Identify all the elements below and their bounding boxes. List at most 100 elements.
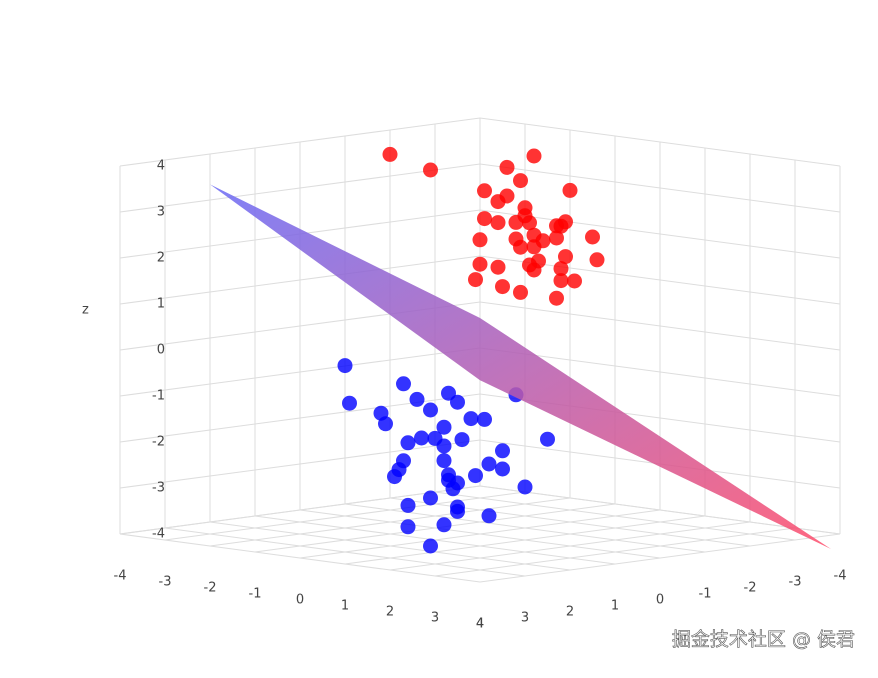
y-tick-label: 2 <box>566 605 574 620</box>
data-point <box>549 290 564 306</box>
x-tick-label: 4 <box>476 617 484 632</box>
data-point <box>481 456 497 472</box>
data-point <box>441 467 456 483</box>
y-tick-label: 4 <box>476 617 484 632</box>
data-point <box>423 490 438 506</box>
x-tick-label: -4 <box>114 569 127 584</box>
grid-line <box>209 521 571 571</box>
data-point <box>342 395 357 411</box>
y-tick-label: 0 <box>656 593 664 608</box>
data-point <box>490 259 506 275</box>
data-point <box>468 468 483 484</box>
grid-line <box>164 527 526 577</box>
data-point <box>423 402 438 418</box>
x-tick-label: -2 <box>204 581 217 596</box>
data-point <box>382 146 398 162</box>
data-point <box>526 239 542 255</box>
grid-line <box>119 209 841 259</box>
grid-line <box>119 117 841 167</box>
data-point <box>549 230 564 246</box>
y-tick-label: 3 <box>521 611 529 626</box>
grid-line <box>119 533 481 583</box>
data-point <box>589 252 605 268</box>
data-point <box>423 162 438 178</box>
data-point <box>553 261 569 277</box>
data-point <box>562 182 578 198</box>
data-point <box>387 469 402 485</box>
data-point <box>400 435 416 451</box>
z-tick-label: -4 <box>152 527 165 542</box>
data-point <box>436 517 452 533</box>
data-point <box>409 391 425 407</box>
data-point <box>436 453 452 469</box>
grid-line <box>119 255 841 305</box>
data-point <box>472 256 488 272</box>
z-tick-label: 4 <box>157 159 165 174</box>
z-tick-label: -3 <box>152 481 165 496</box>
data-point <box>495 461 510 477</box>
data-point <box>463 411 479 427</box>
y-tick-label: -1 <box>699 587 712 602</box>
data-point <box>526 227 542 243</box>
grid-line <box>119 485 841 535</box>
y-tick-label: -4 <box>834 569 847 584</box>
data-point <box>472 232 488 248</box>
data-point <box>373 405 389 421</box>
data-point <box>558 249 573 265</box>
x-tick-label: -1 <box>249 587 262 602</box>
z-tick-label: -2 <box>152 435 165 450</box>
data-point <box>436 438 452 454</box>
data-point <box>553 273 569 289</box>
data-point <box>508 231 524 247</box>
data-point <box>522 215 537 231</box>
grid-line <box>119 163 841 213</box>
grid-line <box>119 393 841 443</box>
data-point <box>441 385 456 401</box>
z-tick-label: 3 <box>157 205 165 220</box>
data-point <box>468 272 483 288</box>
data-point <box>450 503 465 519</box>
surface <box>210 184 831 549</box>
data-point <box>423 538 438 554</box>
y-tick-label: 1 <box>611 599 619 614</box>
data-point <box>495 443 510 459</box>
grid-line <box>299 509 661 559</box>
data-point <box>445 481 461 497</box>
data-point <box>477 411 492 427</box>
z-tick-label: -1 <box>152 389 165 404</box>
x-tick-label: -3 <box>159 575 172 590</box>
z-tick-label: 0 <box>157 343 165 358</box>
data-point <box>481 508 497 524</box>
y-tick-label: -3 <box>789 575 802 590</box>
data-point <box>400 497 416 513</box>
z-tick-label: 2 <box>157 251 165 266</box>
x-tick-label: 0 <box>296 593 304 608</box>
grid-line <box>119 301 841 351</box>
data-point <box>513 284 528 300</box>
data-point <box>499 159 515 175</box>
grid-line <box>119 439 841 489</box>
data-point <box>490 215 506 231</box>
x-tick-label: 1 <box>341 599 349 614</box>
data-point <box>454 432 470 448</box>
data-point <box>396 376 411 392</box>
watermark: 掘金技术社区 @ 侯君 <box>672 629 855 651</box>
x-tick-label: 3 <box>431 611 439 626</box>
data-point <box>414 430 429 446</box>
data-point <box>436 419 452 435</box>
data-point <box>400 519 416 535</box>
data-point <box>585 229 600 245</box>
data-point <box>477 183 492 199</box>
grid-line <box>389 497 751 547</box>
data-point <box>558 214 573 230</box>
data-point <box>337 358 353 374</box>
grid-line <box>434 491 796 541</box>
y-tick-label: -2 <box>744 581 757 596</box>
data-point <box>517 479 533 495</box>
data-point <box>526 148 542 164</box>
data-point <box>540 431 555 447</box>
data-point <box>517 200 533 216</box>
data-point <box>567 273 582 289</box>
data-point <box>495 279 510 295</box>
